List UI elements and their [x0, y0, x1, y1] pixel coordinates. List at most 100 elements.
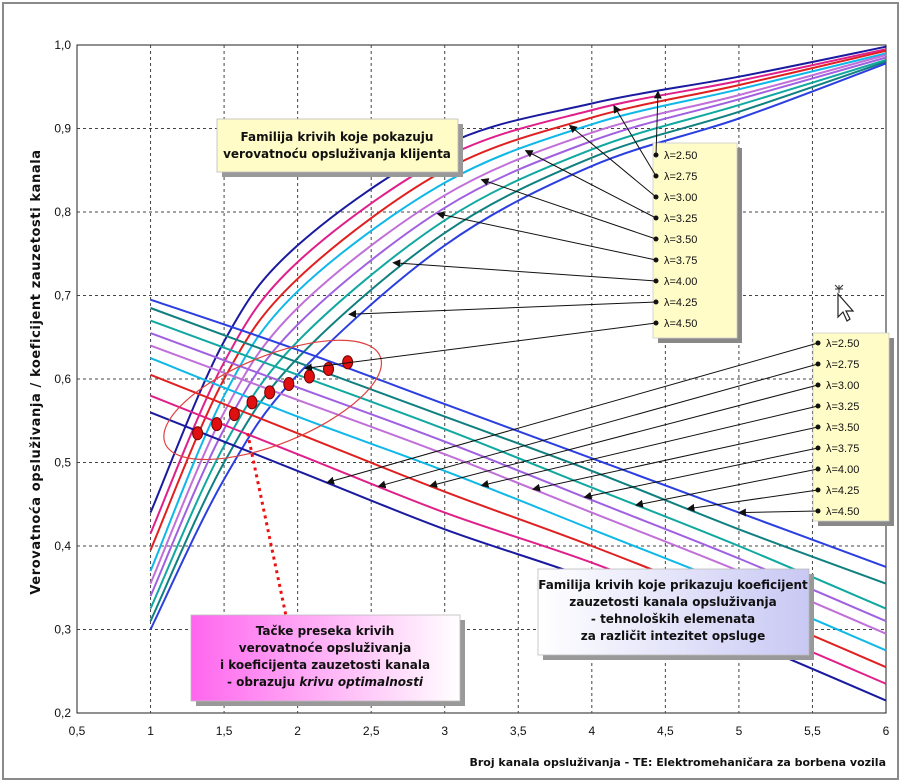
coefficient-family-note: Familija krivih koje prikazuju koeficije…: [537, 568, 814, 660]
x-tick-label: 2,5: [363, 724, 380, 738]
legend-label: λ=4.25: [664, 297, 697, 309]
legend-label: λ=3.75: [664, 255, 697, 267]
legend-arrow: [737, 508, 819, 517]
note-box: [190, 614, 461, 702]
note-line: Familija krivih koje pokazuju: [241, 130, 434, 144]
note-line: za različit intezitet opsluge: [581, 629, 765, 643]
note-line-italic: krivu optimalnosti: [299, 675, 424, 689]
legend-arrow: [348, 301, 657, 319]
x-tick-label: 5,5: [804, 724, 821, 738]
legend-label: λ=2.50: [664, 150, 697, 162]
intersection-point: [228, 407, 240, 422]
legend-arrow: [429, 384, 819, 488]
legend-arrow: [583, 447, 819, 500]
legend-label: λ=2.50: [826, 338, 859, 350]
intersection-note: Tačke preseka krivih verovatnoće opsluživ…: [190, 614, 465, 706]
optimality-region: [163, 339, 383, 637]
legend-dot: [653, 194, 659, 200]
note-line: Familija krivih koje prikazuju koeficije…: [538, 578, 808, 592]
tick-labels: 0,5 1 1,5 2 2,5 3 3,5 4 4,5 5 5,5 6 0,2 0,3 0,4 0,5 0,6 0…: [54, 38, 889, 738]
note-box: [216, 118, 459, 173]
legend-label: λ=3.50: [826, 422, 859, 434]
y-tick-label: 0,7: [54, 289, 71, 303]
note-line: Tačke preseka krivih: [256, 624, 395, 638]
legend-label: λ=4.50: [664, 318, 697, 330]
probability-series-line: [149, 56, 887, 597]
legend-arrow: [377, 363, 819, 489]
grid: [76, 44, 887, 714]
legend-dot: [653, 173, 659, 179]
note-line: verovatnoće opsluživanja: [239, 641, 411, 655]
legend-arrow: [326, 342, 819, 485]
legend-box: [652, 142, 738, 339]
legend-arrow: [480, 405, 819, 488]
legend-arrow: [392, 259, 657, 282]
note-box: [537, 568, 810, 656]
legend-arrow: [532, 426, 819, 492]
x-tick-label: 5: [736, 724, 743, 738]
note-line-prefix: - obrazuju: [227, 675, 299, 689]
x-tick-label: 1,5: [216, 724, 233, 738]
y-tick-label: 0,2: [54, 706, 71, 720]
legend-label: λ=3.00: [826, 380, 859, 392]
intersection-point: [211, 417, 223, 432]
legend-label: λ=3.50: [664, 234, 697, 246]
coefficient-legend: λ=2.50 λ=2.75 λ=3.00 λ=3.25 λ=3.50 λ=3.75 λ=4.…: [326, 332, 894, 526]
legend-label: λ=3.75: [826, 443, 859, 455]
legend-dot: [815, 361, 821, 367]
y-tick-label: 0,4: [54, 539, 71, 553]
legend-dot: [815, 445, 821, 451]
y-tick-label: 0,6: [54, 372, 71, 386]
legend-dot: [653, 320, 659, 326]
legend-arrow: [634, 468, 819, 508]
y-tick-label: 1,0: [54, 38, 71, 52]
legend-label: λ=4.00: [664, 276, 697, 288]
legend-box: [812, 332, 890, 522]
legend-arrow: [436, 211, 657, 261]
legend-label: λ=2.75: [826, 359, 859, 371]
probability-legend: λ=2.50 λ=2.75 λ=3.00 λ=3.25 λ=3.50 λ=3.75 λ=4.…: [303, 90, 742, 372]
y-tick-label: 0,8: [54, 205, 71, 219]
legend-dot: [653, 152, 659, 158]
legend-dot: [815, 508, 821, 514]
probability-series-line: [149, 62, 887, 630]
legend-dot: [815, 382, 821, 388]
x-tick-label: 4: [588, 724, 595, 738]
legend-label: λ=2.75: [664, 171, 697, 183]
legend-arrow: [653, 90, 662, 156]
legend-dot: [815, 466, 821, 472]
x-tick-label: 3,5: [510, 724, 527, 738]
x-tick-label: 2: [294, 724, 301, 738]
legend-dot: [815, 487, 821, 493]
intersection-point: [246, 395, 258, 410]
legend-arrow: [524, 150, 657, 219]
legend-dot: [653, 236, 659, 242]
probability-family-note: Familija krivih koje pokazuju verovatnoću…: [216, 118, 463, 177]
coefficient-series-line: [150, 307, 887, 585]
x-tick-label: 4,5: [657, 724, 674, 738]
legend-dot: [815, 340, 821, 346]
legend-label: λ=4.00: [826, 464, 859, 476]
note-line: i koeficijenta zauzetosti kanala: [220, 658, 430, 672]
legend-arrow: [480, 178, 657, 240]
probability-series-line: [149, 59, 887, 610]
probability-series-line: [149, 54, 887, 584]
y-axis-title: Verovatnoća opsluživanja / koeficijent z…: [29, 149, 44, 594]
legend-arrow: [568, 124, 657, 198]
legend-arrow: [303, 322, 657, 372]
y-tick-label: 0,9: [54, 122, 71, 136]
legend-label: λ=3.25: [664, 213, 697, 225]
coefficient-series-line: [150, 319, 887, 610]
annotations: Familija krivih koje pokazuju verovatnoću…: [190, 118, 814, 706]
legend-label: λ=4.50: [826, 506, 859, 518]
intersection-point: [192, 426, 204, 441]
legend-label: λ=3.25: [826, 401, 859, 413]
note-line: - obrazuju krivu optimalnosti: [227, 675, 424, 689]
note-line: verovatnoću opsluživanja klijenta: [223, 147, 451, 161]
x-tick-label: 6: [883, 724, 890, 738]
probability-series-line: [149, 52, 887, 572]
legend-dot: [653, 278, 659, 284]
probability-series-line: [149, 60, 887, 622]
y-tick-label: 0,5: [54, 456, 71, 470]
